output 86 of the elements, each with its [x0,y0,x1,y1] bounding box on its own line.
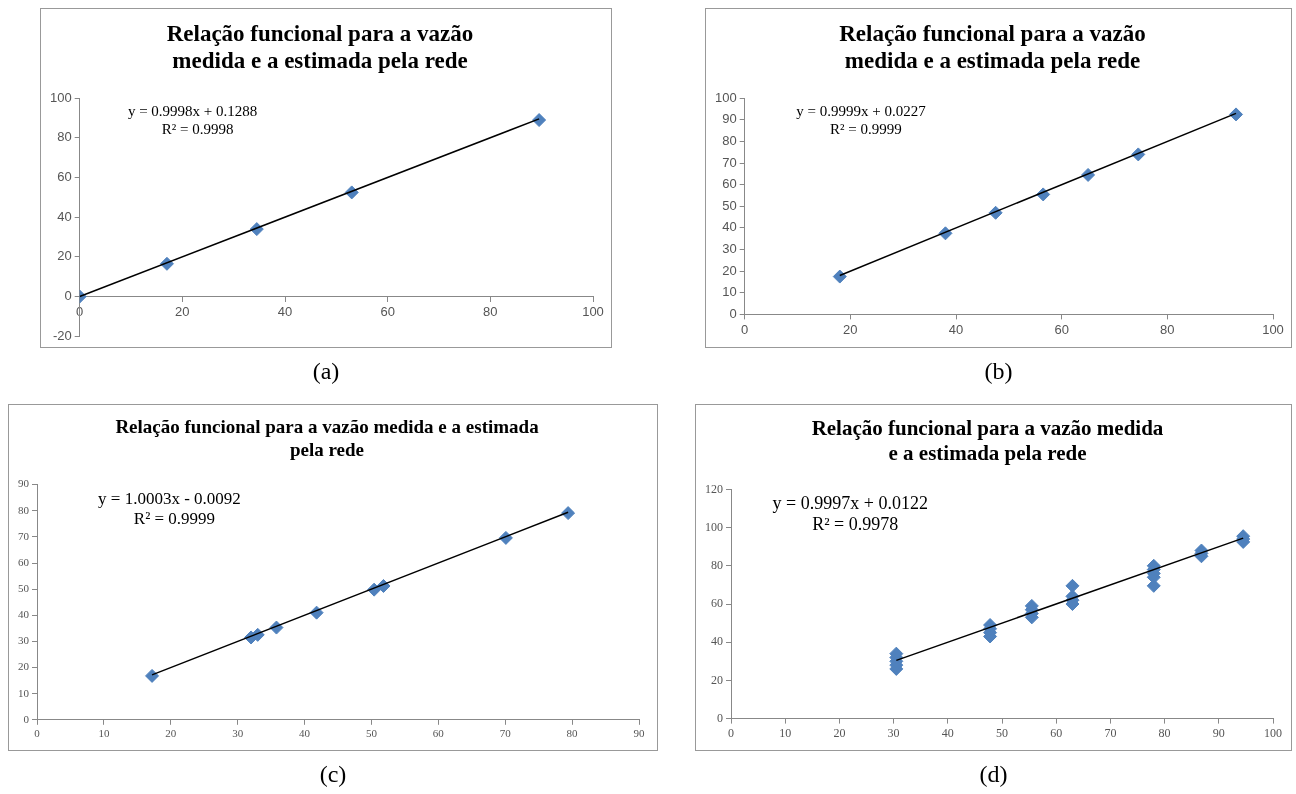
y-tick-label: 20 [711,672,723,687]
y-tick-label: 100 [49,89,72,105]
x-tick-label: 0 [34,727,41,740]
y-tick-label: 10 [18,686,30,699]
x-tick-label: 60 [1050,725,1063,740]
y-tick-label: 0 [64,288,72,304]
chart-title: Relação funcional para a vazão medida e a estimada pela rede [166,20,474,74]
point [561,506,576,521]
x-tick-label: 80 [1160,321,1175,337]
y-tick-label: 40 [711,634,723,649]
y-tick-label: 30 [722,241,737,257]
x-tick-label: 10 [98,727,110,740]
y-tick-label: 80 [711,557,723,572]
annotation: R² = 0.9978 [812,514,899,535]
chart-title: Relação funcional para a vazão medida e a estimada pela rede [839,20,1146,74]
annotation: y = 0.9998x + 0.1288 [127,102,258,119]
y-tick-label: -20 [52,327,72,343]
x-tick-label: 100 [582,303,604,319]
x-tick-label: 90 [633,727,645,740]
x-tick-label: 40 [299,727,311,740]
y-tick-label: 120 [705,481,723,496]
y-tick-label: 20 [722,262,737,278]
x-tick-label: 0 [741,321,749,337]
y-tick-label: 60 [57,169,72,185]
x-tick-label: 80 [483,303,498,319]
y-tick-label: 40 [57,208,72,224]
x-tick-label: 90 [1212,725,1225,740]
x-tick-label: 70 [1104,725,1117,740]
y-tick-label: 80 [57,129,72,145]
annotation: R² = 0.9998 [161,120,234,137]
x-tick-label: 60 [1054,321,1069,337]
x-tick-label: 20 [843,321,858,337]
y-tick-label: 80 [722,133,737,149]
y-tick-label: 60 [711,596,723,611]
y-tick-label: 50 [18,582,30,595]
x-tick-label: 30 [232,727,244,740]
point [145,668,160,683]
y-tick-label: 80 [18,503,30,516]
x-tick-label: 20 [175,303,190,319]
point [1065,578,1080,593]
x-tick-label: 20 [165,727,177,740]
chart-title: Relação funcional para a vazão medida e a estimada pela rede [811,416,1164,466]
y-tick-label: 0 [717,710,723,725]
y-tick-label: 100 [714,89,737,105]
annotation: y = 0.9999x + 0.0227 [796,102,927,119]
y-tick-label: 70 [722,154,737,170]
x-tick-label: 70 [499,727,512,740]
x-tick-label: 50 [365,727,378,740]
annotation: y = 0.9997x + 0.0122 [772,493,928,514]
y-tick-label: 60 [722,176,737,192]
x-tick-label: 30 [887,725,900,740]
y-tick-label: 60 [18,555,30,568]
x-tick-label: 60 [380,303,395,319]
x-tick-label: 10 [779,725,792,740]
y-tick-label: 50 [722,197,737,213]
text: (c) [318,761,348,788]
x-tick-label: 40 [277,303,293,319]
y-tick-label: 90 [18,477,30,490]
y-tick-label: 20 [18,660,30,673]
y-tick-label: 10 [722,284,737,300]
y-tick-label: 0 [23,712,30,725]
x-tick-label: 40 [941,725,954,740]
x-tick-label: 100 [1264,725,1282,740]
y-tick-label: 40 [722,219,737,235]
annotation: R² = 0.9999 [830,120,902,137]
text: (b) [983,358,1014,385]
y-tick-label: 70 [18,529,30,542]
y-tick-label: 20 [57,248,72,264]
x-tick-label: 100 [1262,321,1284,337]
x-tick-label: 60 [432,727,445,740]
x-tick-label: 80 [566,727,579,740]
x-tick-label: 20 [833,725,846,740]
annotation: R² = 0.9999 [133,508,216,528]
text: (d) [978,761,1009,788]
text: (a) [311,358,341,385]
chart-title: Relação funcional para a vazão medida e a estimada pela rede [115,416,540,461]
y-tick-label: 100 [705,519,723,534]
x-tick-label: 80 [1158,725,1171,740]
annotation: y = 1.0003x - 0.0092 [98,488,241,508]
x-tick-label: 40 [948,321,964,337]
y-tick-label: 40 [18,608,30,621]
point [832,269,847,284]
x-tick-label: 50 [996,725,1008,740]
y-tick-label: 30 [18,634,30,647]
point [1229,107,1244,122]
y-tick-label: 90 [722,111,737,127]
